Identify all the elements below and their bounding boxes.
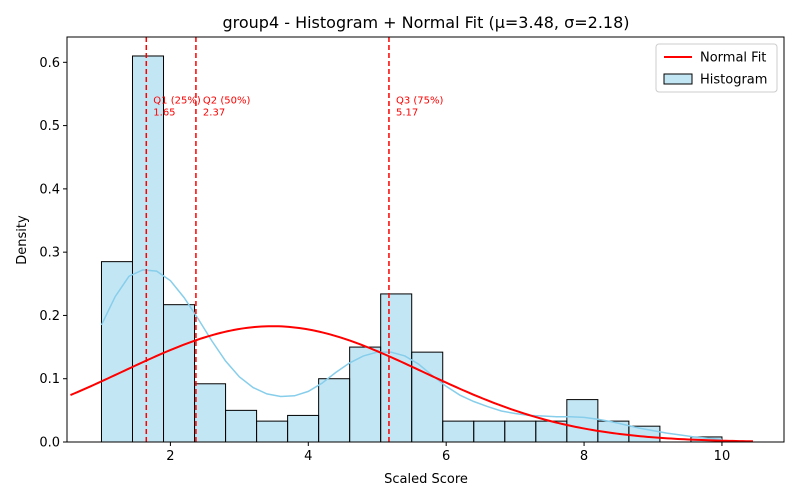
axes: 2 4 6 8 10 0.0 0.1 0.2 0.3 0.4 0.5 0.6 <box>39 36 785 464</box>
histogram-bar-12 <box>473 420 506 443</box>
chart-title: group4 - Histogram + Normal Fit (μ=3.48,… <box>222 13 629 32</box>
y-tick-label-2: 0.2 <box>39 309 60 324</box>
x-tick-label-3: 8 <box>580 449 588 464</box>
histogram-bar-9 <box>380 293 413 443</box>
y-tick-label-0: 0.0 <box>39 436 60 451</box>
legend: Normal Fit Histogram <box>655 43 778 93</box>
quartile-label-1: Q1 (25%) <box>153 96 201 107</box>
histogram-bar-6 <box>287 414 320 443</box>
quartile-label-3: Q3 (75%) <box>396 96 444 107</box>
x-axis-label: Scaled Score <box>384 472 468 487</box>
histogram-bar-0 <box>100 261 133 443</box>
x-tick-label-2: 6 <box>442 449 450 464</box>
y-tick-label-3: 0.3 <box>39 246 60 261</box>
histogram-bar-15 <box>566 399 599 443</box>
quartile-markers: Q1 (25%)1.65 Q2 (50%)2.37 Q3 (75%)5.17 <box>145 37 444 442</box>
legend-patch-histogram <box>663 73 693 85</box>
histogram-bar-3 <box>194 383 227 443</box>
y-axis-label: Density <box>15 215 30 265</box>
y-tick-label-6: 0.6 <box>39 56 60 71</box>
histogram-bar-8 <box>349 346 382 443</box>
legend-label-0: Normal Fit <box>700 51 766 66</box>
normal-fit-curve <box>70 325 753 443</box>
histogram-bars <box>100 55 723 443</box>
quartile-label-2: Q2 (50%) <box>203 96 251 107</box>
histogram-bar-10 <box>411 351 444 443</box>
x-tick-label-4: 10 <box>714 449 731 464</box>
x-tick-label-1: 4 <box>304 449 312 464</box>
legend-label-1: Histogram <box>700 73 767 88</box>
plot-frame <box>66 36 785 443</box>
normal-fit-layer <box>70 325 753 443</box>
quartile-value-3: 5.17 <box>396 108 418 119</box>
kde-layer <box>100 269 723 441</box>
quartile-value-2: 2.37 <box>203 108 225 119</box>
x-tick-label-0: 2 <box>166 449 174 464</box>
histogram-bar-1 <box>131 55 165 443</box>
y-tick-label-5: 0.5 <box>39 119 60 134</box>
quartile-value-1: 1.65 <box>153 108 175 119</box>
histogram-bar-7 <box>318 378 351 443</box>
kde-curve <box>100 269 723 441</box>
histogram-bar-13 <box>504 420 537 443</box>
y-tick-label-1: 0.1 <box>39 372 60 387</box>
histogram-bar-2 <box>163 304 196 443</box>
histogram-bar-4 <box>225 409 258 443</box>
histogram-bar-5 <box>256 420 289 443</box>
histogram-bar-11 <box>442 420 475 443</box>
y-tick-label-4: 0.4 <box>39 182 60 197</box>
